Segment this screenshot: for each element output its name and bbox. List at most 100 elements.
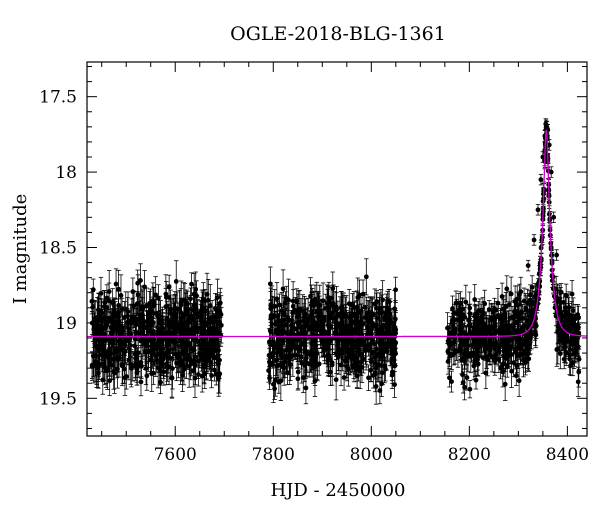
- data-point: [208, 360, 214, 365]
- data-point: [179, 320, 185, 326]
- data-point: [393, 287, 399, 293]
- data-point: [91, 326, 97, 332]
- data-point: [303, 323, 309, 329]
- data-point: [111, 307, 117, 313]
- data-point: [177, 306, 182, 312]
- data-point: [175, 322, 181, 328]
- data-point: [140, 305, 146, 311]
- data-point: [392, 382, 397, 387]
- data-point: [267, 360, 273, 366]
- data-point: [145, 326, 150, 332]
- data-point: [153, 311, 159, 316]
- data-point: [380, 297, 386, 303]
- data-point: [337, 311, 343, 317]
- data-point: [301, 331, 306, 337]
- data-point: [150, 320, 156, 325]
- chart-title: OGLE-2018-BLG-1361: [230, 23, 446, 45]
- data-point: [138, 278, 143, 283]
- data-point: [173, 279, 179, 284]
- data-point: [192, 375, 198, 381]
- data-point: [276, 379, 282, 384]
- data-point: [305, 316, 311, 322]
- data-point: [202, 371, 208, 377]
- data-point: [288, 362, 293, 368]
- data-point: [336, 351, 342, 357]
- data-point: [288, 354, 294, 360]
- data-point: [333, 377, 339, 383]
- data-point: [207, 346, 213, 352]
- data-point: [143, 366, 149, 371]
- data-point: [160, 346, 166, 352]
- data-point: [193, 323, 199, 328]
- data-point: [116, 355, 122, 361]
- data-point: [144, 373, 150, 379]
- data-point: [118, 293, 124, 298]
- data-point: [312, 355, 318, 361]
- data-point: [349, 313, 355, 318]
- data-point: [304, 349, 309, 355]
- data-point: [217, 300, 223, 306]
- data-point: [133, 354, 139, 359]
- data-point: [303, 385, 309, 391]
- data-point: [314, 301, 320, 307]
- data-point: [272, 321, 278, 327]
- data-point: [333, 326, 339, 332]
- data-point: [211, 327, 217, 333]
- data-point: [212, 306, 218, 311]
- data-point: [163, 291, 169, 297]
- data-point: [159, 320, 165, 325]
- data-point: [89, 298, 95, 304]
- data-point: [207, 326, 213, 332]
- data-point: [136, 316, 142, 322]
- data-point: [374, 346, 379, 352]
- data-point: [126, 326, 131, 331]
- data-point: [142, 284, 147, 290]
- data-point: [189, 281, 194, 287]
- data-point: [151, 345, 157, 351]
- data-point: [374, 305, 379, 311]
- data-point: [101, 304, 107, 309]
- data-point: [147, 336, 153, 342]
- data-point: [320, 330, 325, 336]
- data-point: [210, 331, 216, 337]
- data-point: [272, 303, 278, 309]
- data-point: [358, 359, 364, 365]
- data-point: [116, 318, 122, 324]
- data-point: [112, 350, 117, 356]
- data-point: [135, 292, 141, 297]
- data-point: [353, 318, 359, 324]
- data-point: [106, 318, 112, 323]
- data-point: [294, 352, 300, 358]
- data-point: [290, 303, 296, 309]
- data-point: [213, 313, 219, 319]
- data-point: [90, 353, 96, 359]
- data-point: [282, 300, 288, 306]
- data-point: [119, 328, 125, 334]
- data-point: [159, 358, 165, 364]
- data-point: [160, 325, 166, 331]
- data-point: [337, 336, 343, 341]
- data-point: [307, 326, 313, 332]
- data-point: [367, 311, 373, 317]
- data-point: [206, 316, 212, 322]
- data-point: [363, 274, 369, 280]
- data-point: [153, 292, 159, 298]
- data-point: [110, 339, 116, 344]
- data-point: [113, 281, 119, 287]
- data-point: [391, 324, 397, 330]
- data-point: [359, 321, 365, 327]
- data-point: [189, 316, 194, 322]
- data-point: [150, 370, 156, 376]
- data-point: [139, 363, 144, 369]
- data-point: [217, 357, 222, 363]
- data-point: [181, 297, 187, 303]
- data-point: [280, 286, 286, 292]
- data-point: [326, 355, 331, 360]
- data-point: [306, 361, 312, 367]
- data-point: [266, 368, 272, 373]
- data-point: [133, 322, 139, 328]
- data-point: [314, 362, 320, 368]
- data-point: [373, 384, 379, 389]
- data-point: [357, 352, 363, 357]
